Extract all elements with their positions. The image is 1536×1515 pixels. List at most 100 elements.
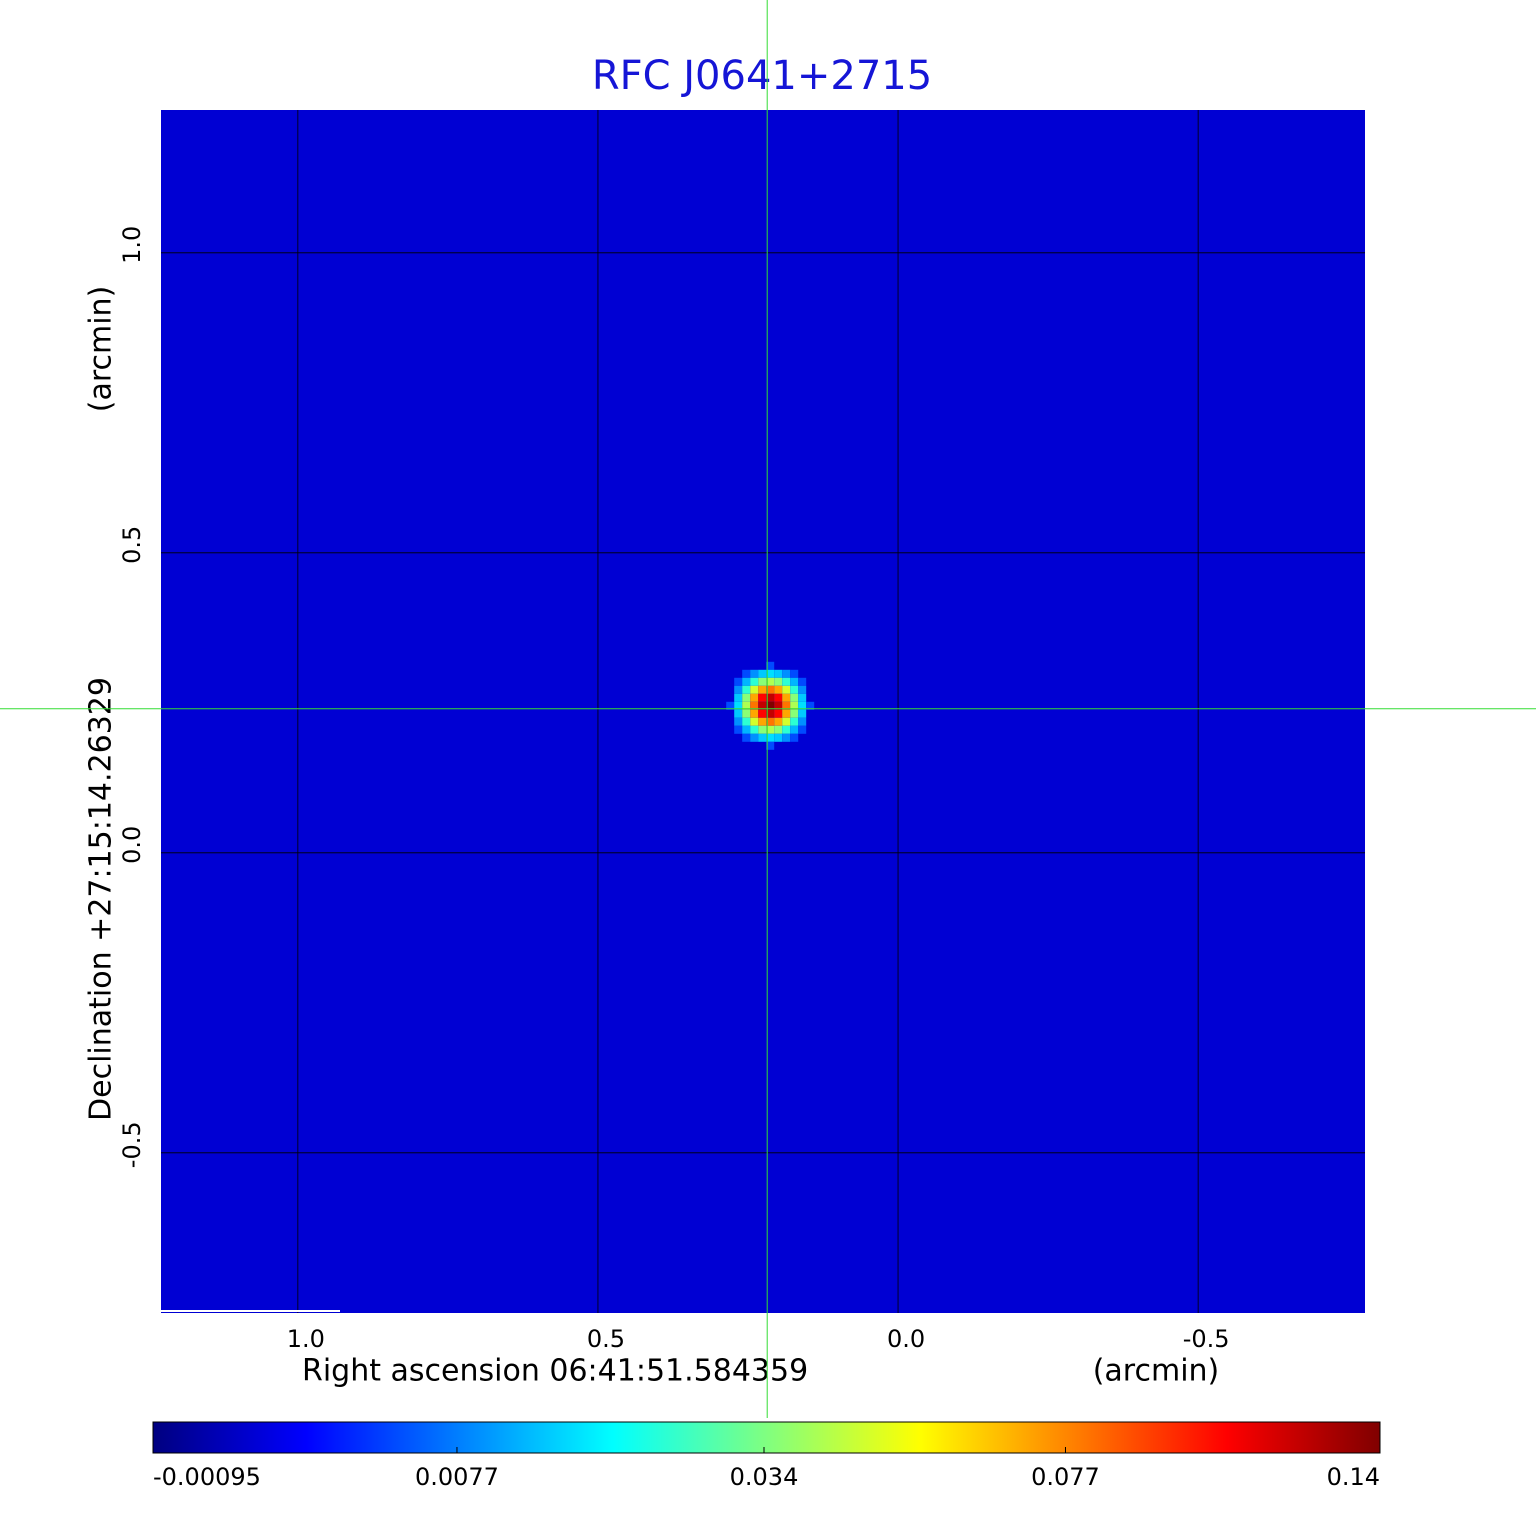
x-tick-label: 1.0 <box>287 1325 325 1353</box>
image-pixel <box>758 733 767 742</box>
image-pixel <box>782 693 791 702</box>
image-pixel <box>750 709 759 718</box>
image-pixel <box>766 725 775 734</box>
image-pixel <box>742 709 751 718</box>
y-tick-label: 0.5 <box>118 526 146 564</box>
image-pixel <box>782 677 791 686</box>
image-pixel <box>750 701 759 710</box>
image-pixel <box>790 709 799 718</box>
colorbar-tick-label: -0.00095 <box>153 1463 261 1491</box>
image-pixel <box>766 693 775 702</box>
image-pixel <box>774 717 783 726</box>
y-tick-label: 0.0 <box>118 826 146 864</box>
x-axis-unit: (arcmin) <box>1093 1354 1220 1389</box>
image-pixel <box>782 669 791 678</box>
colorbar-tick-label: 0.034 <box>730 1463 799 1491</box>
image-pixel <box>766 733 775 742</box>
image-pixel <box>750 725 759 734</box>
image-pixel <box>798 725 807 734</box>
image-pixel <box>782 725 791 734</box>
image-pixel <box>742 685 751 694</box>
image-pixel <box>758 701 767 710</box>
image-pixel <box>766 685 775 694</box>
y-axis-label: Declination +27:15:14.26329 <box>84 677 119 1121</box>
image-pixel <box>766 741 775 750</box>
image-pixel <box>766 701 775 710</box>
image-pixel <box>798 693 807 702</box>
image-pixel <box>774 677 783 686</box>
image-pixel <box>734 693 743 702</box>
image-pixel <box>774 709 783 718</box>
image-pixel <box>750 669 759 678</box>
image-pixel <box>798 701 807 710</box>
image-pixel <box>790 693 799 702</box>
image-pixel <box>798 685 807 694</box>
x-tick-label: 0.0 <box>887 1325 925 1353</box>
image-pixel <box>766 661 775 670</box>
image-pixel <box>782 733 791 742</box>
image-pixel <box>742 725 751 734</box>
image-pixel <box>806 701 815 710</box>
image-pixel <box>758 685 767 694</box>
image-pixel <box>750 717 759 726</box>
image-pixel <box>742 717 751 726</box>
x-axis-label: Right ascension 06:41:51.584359 <box>302 1354 808 1389</box>
image-pixel <box>742 733 751 742</box>
image-pixel <box>782 701 791 710</box>
image-pixel <box>734 709 743 718</box>
image-pixel <box>750 685 759 694</box>
image-layer <box>726 661 815 750</box>
image-pixel <box>758 717 767 726</box>
image-pixel <box>734 677 743 686</box>
image-pixel <box>758 693 767 702</box>
image-pixel <box>742 669 751 678</box>
image-pixel <box>758 725 767 734</box>
image-pixel <box>766 677 775 686</box>
image-pixel <box>790 725 799 734</box>
image-pixel <box>734 725 743 734</box>
image-pixel <box>742 677 751 686</box>
colorbar-tick-label: 0.14 <box>1327 1463 1380 1491</box>
image-pixel <box>790 717 799 726</box>
image-pixel <box>782 709 791 718</box>
colorbar-tick-label: 0.077 <box>1031 1463 1100 1491</box>
image-pixel <box>774 733 783 742</box>
image-pixel <box>750 733 759 742</box>
image-pixel <box>790 685 799 694</box>
image-pixel <box>766 669 775 678</box>
x-tick-label: 0.5 <box>587 1325 625 1353</box>
image-pixel <box>798 677 807 686</box>
colorbar <box>152 1421 1381 1454</box>
source <box>726 661 815 750</box>
y-axis-unit: (arcmin) <box>84 286 119 413</box>
image-pixel <box>734 701 743 710</box>
image-pixel <box>790 701 799 710</box>
image-pixel <box>750 693 759 702</box>
image-pixel <box>774 701 783 710</box>
image-pixel <box>726 701 735 710</box>
image-pixel <box>798 709 807 718</box>
image-pixel <box>774 685 783 694</box>
image-pixel <box>734 717 743 726</box>
image-pixel <box>782 685 791 694</box>
image-pixel <box>798 717 807 726</box>
image-pixel <box>766 709 775 718</box>
image-pixel <box>790 669 799 678</box>
y-tick-label: -0.5 <box>118 1121 146 1168</box>
chart-title: RFC J0641+2715 <box>592 53 932 99</box>
image-pixel <box>774 669 783 678</box>
image-pixel <box>774 725 783 734</box>
image-pixel <box>758 709 767 718</box>
image-pixel <box>734 685 743 694</box>
image-pixel <box>758 677 767 686</box>
image-pixel <box>742 693 751 702</box>
y-tick-label: 1.0 <box>118 226 146 264</box>
image-pixel <box>790 733 799 742</box>
image-pixel <box>750 677 759 686</box>
image-pixel <box>742 701 751 710</box>
image-pixel <box>774 693 783 702</box>
image-pixel <box>790 677 799 686</box>
image-pixel <box>758 669 767 678</box>
